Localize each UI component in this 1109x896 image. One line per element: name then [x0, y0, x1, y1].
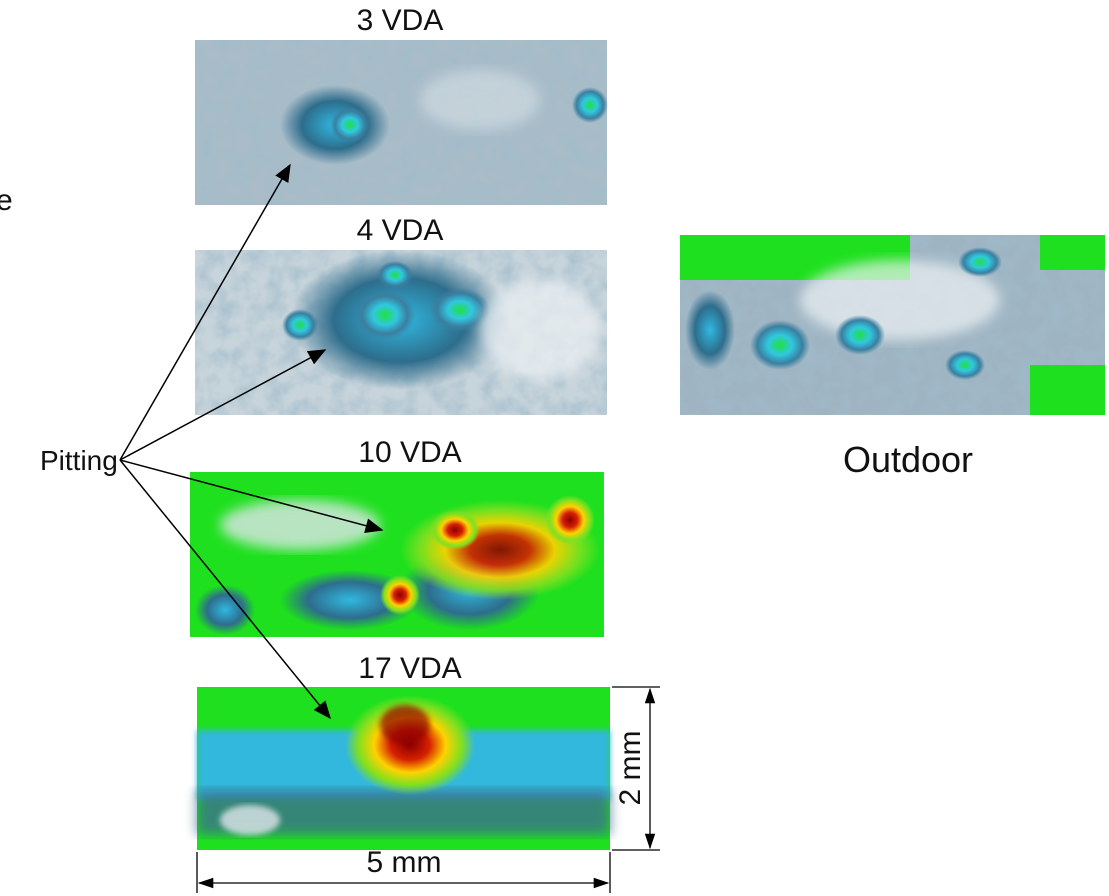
- edge-text: e: [0, 184, 13, 217]
- map-17vda: [197, 687, 610, 850]
- panel-label: 4 VDA: [357, 214, 444, 247]
- panel-label: 3 VDA: [357, 4, 444, 37]
- map-4vda: [195, 250, 607, 415]
- panel-label: 10 VDA: [358, 436, 461, 469]
- panel-label: 17 VDA: [358, 652, 461, 685]
- map-outdoor: [680, 235, 1105, 415]
- width-label: 5 mm: [367, 846, 442, 879]
- annotation-label: Pitting: [40, 445, 118, 476]
- figure: e 3 VDA 4 VDA 10 VDA 17 VDA: [0, 0, 1109, 896]
- outdoor-label: Outdoor: [843, 439, 973, 480]
- map-3vda: [195, 40, 608, 205]
- map-10vda: [190, 472, 604, 637]
- height-label: 2 mm: [614, 731, 647, 806]
